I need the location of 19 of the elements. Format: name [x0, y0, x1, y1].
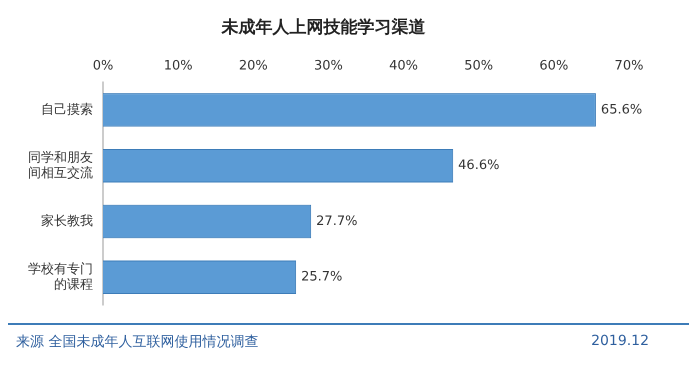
y-tick-label: 学校有专门的课程 [28, 260, 93, 292]
x-tick-label: 10% [164, 58, 193, 74]
x-tick-label: 70% [614, 58, 644, 74]
data-label: 65.6% [600, 102, 642, 118]
y-tick-label: 自己摸索 [41, 102, 93, 118]
data-label: 27.7% [316, 214, 358, 229]
x-tick-label: 40% [389, 58, 418, 74]
data-label: 46.6% [458, 158, 500, 174]
x-tick-label: 0% [92, 58, 114, 74]
x-tick-label: 60% [539, 58, 568, 74]
y-tick-label: 家长教我 [41, 212, 93, 229]
y-tick-label: 同学和朋友间相互交流 [28, 150, 93, 181]
chart-title: 未成年人上网技能学习渠道 [220, 18, 426, 38]
source-note: 来源 全国未成年人互联网使用情况调查 [16, 333, 258, 351]
x-tick-label: 50% [464, 58, 494, 74]
x-tick-label: 30% [314, 58, 343, 74]
text: 2019.12 [591, 333, 649, 351]
data-label: 25.7% [301, 270, 342, 285]
x-tick-label: 20% [238, 58, 268, 74]
